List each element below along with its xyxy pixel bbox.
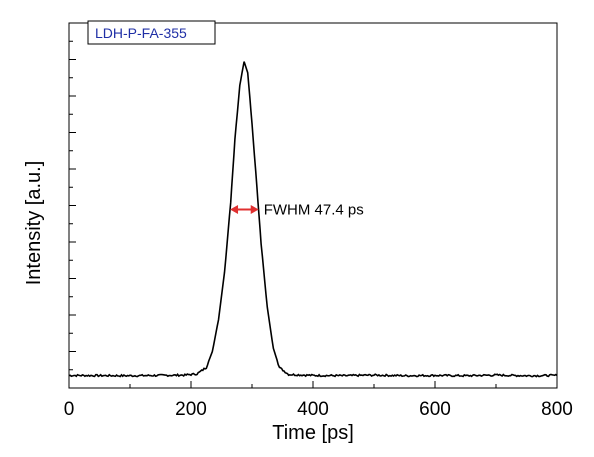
y-axis-title: Intensity [a.u.] [23, 161, 45, 286]
legend-box: LDH-P-FA-355 [87, 20, 216, 45]
fwhm-arrow-head-right [250, 205, 259, 214]
y-ticks [69, 40, 76, 371]
fwhm-label: FWHM 47.4 ps [264, 202, 364, 219]
x-tick-label: 800 [541, 399, 573, 420]
fwhm-annotation: FWHM 47.4 ps [230, 202, 364, 219]
fwhm-arrow-head-left [230, 205, 239, 214]
x-axis-title: Time [ps] [272, 422, 354, 444]
x-tick-label: 200 [175, 399, 207, 420]
series-line [68, 61, 558, 378]
x-tick-label: 600 [419, 399, 451, 420]
x-tick-labels: 0 200 400 600 800 [64, 399, 573, 420]
x-ticks [68, 381, 558, 388]
legend-frame [87, 20, 216, 45]
legend-text: LDH-P-FA-355 [95, 25, 187, 41]
x-tick-label: 0 [64, 399, 75, 420]
x-tick-label: 400 [297, 399, 329, 420]
